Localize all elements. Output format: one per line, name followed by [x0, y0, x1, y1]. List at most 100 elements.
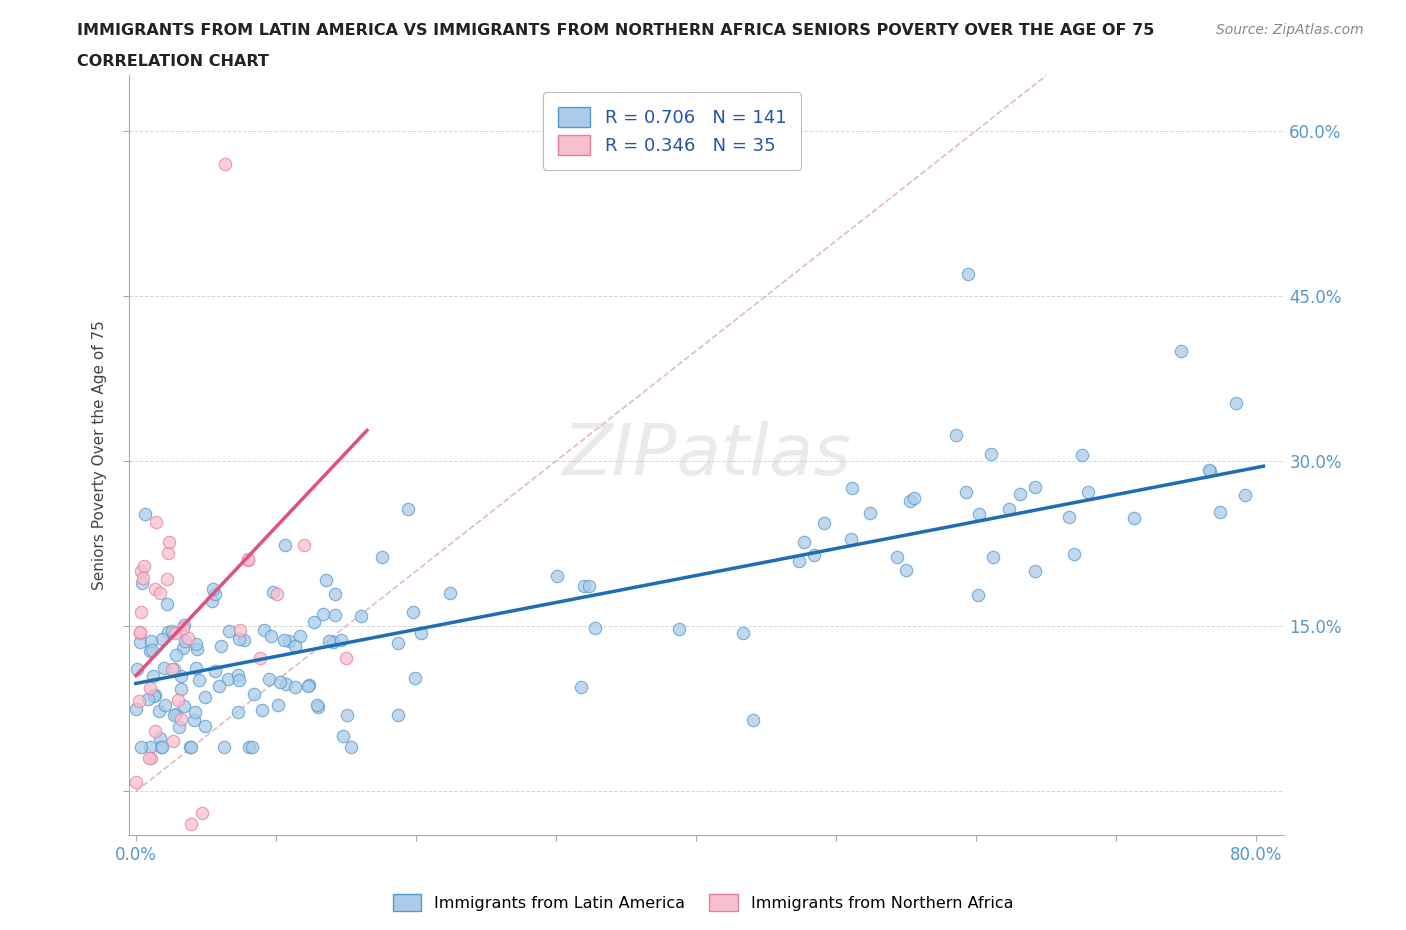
- Point: [212, 740, 235, 755]
- Point: [1077, 485, 1099, 499]
- Point: [173, 618, 195, 632]
- Point: [157, 535, 180, 550]
- Point: [170, 669, 193, 684]
- Point: [177, 631, 200, 645]
- Point: [150, 740, 173, 755]
- Point: [153, 661, 176, 676]
- Point: [183, 712, 205, 727]
- Point: [297, 679, 319, 694]
- Point: [1198, 462, 1220, 477]
- Point: [288, 629, 311, 644]
- Point: [302, 615, 325, 630]
- Point: [153, 698, 176, 712]
- Point: [143, 688, 166, 703]
- Point: [886, 550, 908, 565]
- Point: [955, 485, 977, 499]
- Point: [169, 719, 191, 734]
- Point: [170, 711, 193, 726]
- Point: [204, 664, 226, 679]
- Point: [183, 705, 205, 720]
- Point: [201, 593, 224, 608]
- Point: [218, 623, 240, 638]
- Point: [1198, 463, 1220, 478]
- Point: [174, 633, 197, 648]
- Point: [967, 587, 990, 602]
- Point: [404, 671, 426, 685]
- Point: [1057, 509, 1080, 524]
- Point: [226, 668, 249, 683]
- Point: [1170, 343, 1192, 358]
- Point: [305, 698, 328, 712]
- Point: [578, 578, 600, 593]
- Point: [668, 621, 690, 636]
- Point: [945, 428, 967, 443]
- Point: [583, 620, 606, 635]
- Point: [163, 626, 186, 641]
- Point: [129, 625, 152, 640]
- Point: [1010, 486, 1032, 501]
- Point: [813, 515, 835, 530]
- Point: [217, 671, 239, 686]
- Point: [409, 626, 432, 641]
- Point: [148, 704, 170, 719]
- Point: [252, 702, 274, 717]
- Point: [139, 643, 162, 658]
- Point: [898, 494, 921, 509]
- Point: [139, 751, 162, 765]
- Point: [839, 532, 862, 547]
- Point: [787, 553, 810, 568]
- Point: [125, 701, 148, 716]
- Point: [191, 806, 214, 821]
- Point: [903, 490, 925, 505]
- Point: [163, 707, 186, 722]
- Point: [742, 713, 765, 728]
- Point: [184, 660, 207, 675]
- Point: [145, 687, 167, 702]
- Point: [201, 581, 224, 596]
- Point: [284, 679, 307, 694]
- Point: [253, 622, 276, 637]
- Point: [283, 639, 305, 654]
- Point: [156, 596, 179, 611]
- Point: [145, 724, 167, 738]
- Point: [292, 538, 315, 552]
- Point: [165, 707, 187, 722]
- Point: [194, 719, 217, 734]
- Point: [131, 576, 153, 591]
- Point: [336, 708, 359, 723]
- Point: [138, 751, 160, 765]
- Point: [396, 502, 419, 517]
- Point: [387, 708, 409, 723]
- Text: CORRELATION CHART: CORRELATION CHART: [77, 54, 269, 69]
- Point: [139, 633, 162, 648]
- Point: [439, 586, 461, 601]
- Point: [160, 623, 183, 638]
- Point: [186, 642, 208, 657]
- Point: [238, 740, 260, 755]
- Point: [138, 691, 160, 706]
- Point: [180, 817, 202, 831]
- Point: [322, 634, 344, 649]
- Point: [243, 686, 266, 701]
- Point: [859, 506, 882, 521]
- Point: [733, 625, 755, 640]
- Point: [278, 634, 301, 649]
- Point: [259, 671, 281, 686]
- Point: [134, 506, 156, 521]
- Point: [402, 604, 425, 619]
- Point: [1024, 563, 1046, 578]
- Point: [569, 680, 592, 695]
- Point: [267, 698, 290, 712]
- Point: [312, 607, 335, 622]
- Point: [194, 690, 217, 705]
- Point: [226, 705, 249, 720]
- Point: [232, 632, 254, 647]
- Point: [323, 587, 346, 602]
- Point: [896, 562, 918, 577]
- Point: [145, 514, 167, 529]
- Point: [546, 568, 568, 583]
- Point: [209, 638, 232, 653]
- Point: [349, 609, 371, 624]
- Point: [143, 581, 166, 596]
- Point: [957, 266, 980, 281]
